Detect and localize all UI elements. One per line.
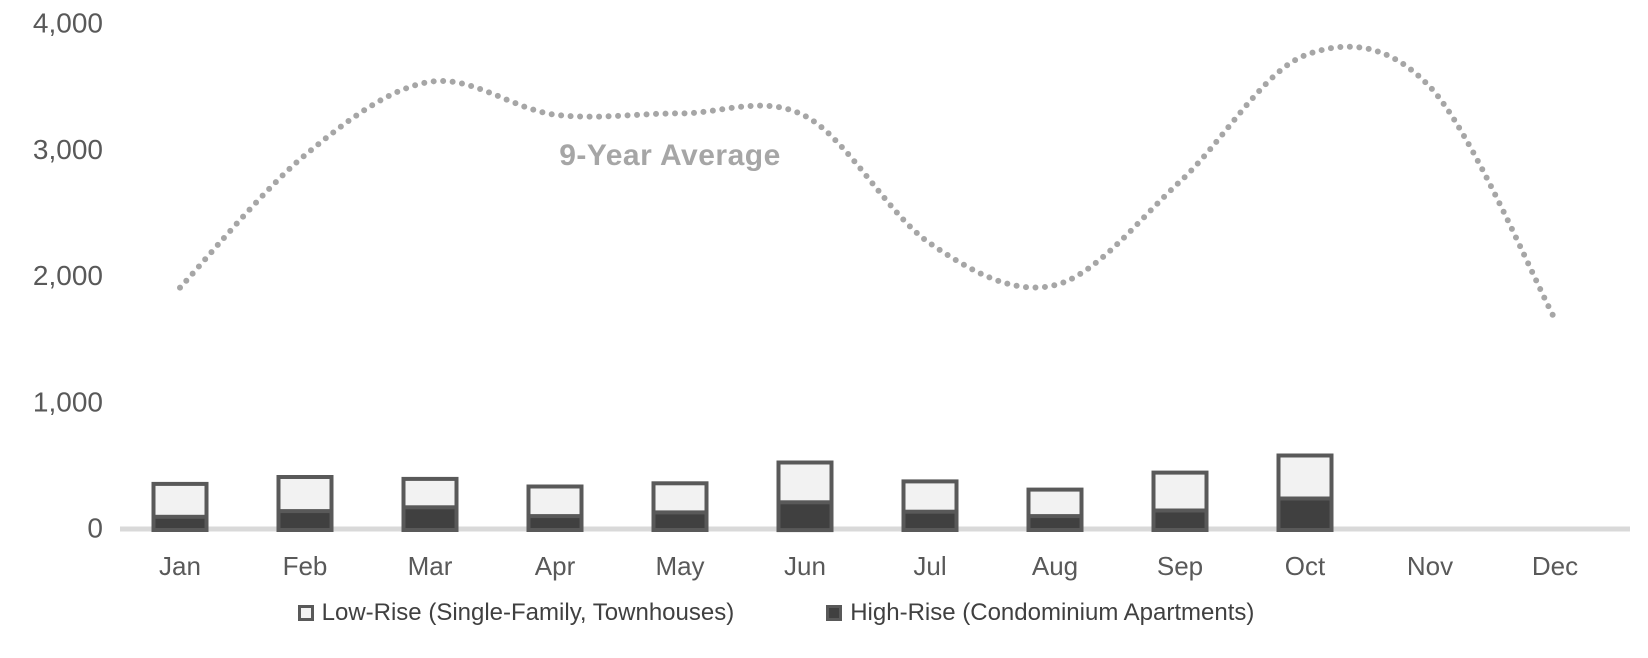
- legend-item-low-rise: Low-Rise (Single-Family, Townhouses): [297, 599, 735, 627]
- bar-high-rise-segment: [776, 500, 834, 533]
- bar-high-rise-segment: [1276, 496, 1334, 532]
- bar-high-rise-segment: [901, 509, 959, 533]
- x-category-label: Dec: [1532, 551, 1578, 581]
- y-tick-label: 3,000: [33, 134, 103, 165]
- bar-high-rise-segment: [151, 514, 209, 532]
- bar-high-rise-segment: [1151, 508, 1209, 532]
- high-rise-swatch-icon: [826, 605, 843, 621]
- bars-layer: [151, 453, 1334, 533]
- y-tick-label: 1,000: [33, 386, 103, 417]
- legend-label-low-rise: Low-Rise (Single-Family, Townhouses): [321, 599, 735, 626]
- bar-high-rise-segment: [401, 505, 459, 532]
- x-category-label: May: [655, 551, 704, 581]
- y-tick-label: 0: [87, 513, 103, 544]
- average-line-layer: [177, 43, 1558, 323]
- y-tick-label: 2,000: [33, 260, 103, 291]
- x-category-label: Mar: [408, 551, 453, 581]
- x-category-label: Aug: [1032, 551, 1078, 581]
- x-category-label: Nov: [1407, 551, 1453, 581]
- x-category-label: Apr: [535, 551, 576, 581]
- legend-item-high-rise: High-Rise (Condominium Apartments): [826, 599, 1254, 627]
- legend-label-high-rise: High-Rise (Condominium Apartments): [850, 599, 1255, 626]
- chart-legend: Low-Rise (Single-Family, Townhouses) Hig…: [0, 599, 1552, 627]
- bar-high-rise-segment: [526, 514, 584, 532]
- x-category-label: Sep: [1157, 551, 1203, 581]
- bar-high-rise-segment: [651, 510, 709, 533]
- line-annotation: 9-Year Average: [559, 139, 781, 172]
- x-category-label: Jan: [159, 551, 201, 581]
- x-category-label: Feb: [283, 551, 328, 581]
- bar-high-rise-segment: [276, 509, 334, 533]
- labels-layer: 0 1,000 2,000 3,000 4,000 Jan Feb Mar Apr May Jun J…: [33, 8, 1578, 582]
- low-rise-swatch-icon: [297, 605, 314, 621]
- x-category-label: Jun: [784, 551, 826, 581]
- x-category-label: Oct: [1285, 551, 1326, 581]
- y-tick-label: 4,000: [33, 8, 103, 39]
- x-category-label: Jul: [913, 551, 946, 581]
- bar-high-rise-segment: [1026, 514, 1084, 532]
- nine-year-average-dotted-line: [177, 43, 1558, 323]
